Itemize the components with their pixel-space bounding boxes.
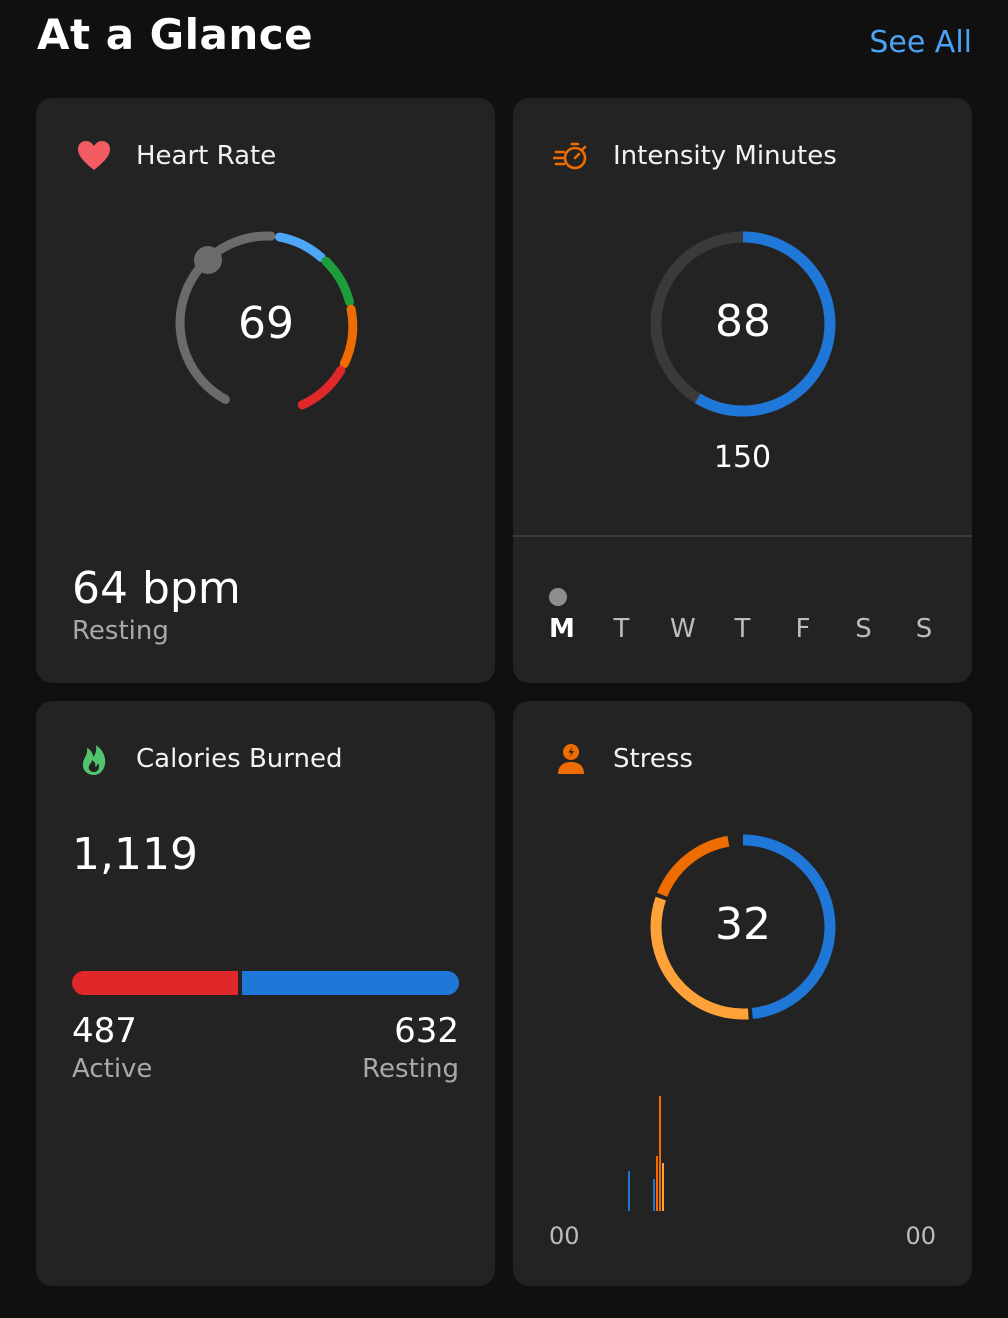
stress-axis-end-label: 00 (905, 1222, 936, 1250)
page-title: At a Glance (37, 10, 314, 59)
day-label-sun[interactable]: S (915, 614, 933, 644)
calories-card[interactable]: Calories Burned 1,119 487 Active 632 Res… (36, 701, 495, 1286)
heart-rate-card-header: Heart Rate (76, 136, 276, 176)
stress-timeline-bar (628, 1171, 630, 1211)
stress-card-header: Stress (553, 739, 693, 779)
calories-split-bar (72, 971, 459, 995)
stress-value: 32 (715, 899, 771, 950)
active-calories-value: 487 (72, 1011, 137, 1051)
resting-calories-label: Resting (362, 1054, 459, 1084)
stopwatch-icon (553, 138, 589, 174)
intensity-minutes-card-header: Intensity Minutes (553, 136, 837, 176)
heart-icon (76, 138, 112, 174)
flame-icon (76, 741, 112, 777)
day-label-tue[interactable]: T (613, 614, 630, 644)
stress-ring-segment-rest (650, 834, 836, 1020)
stress-timeline-chart (549, 1091, 936, 1216)
heart-rate-marker (194, 246, 222, 274)
day-label-wed[interactable]: W (670, 614, 696, 644)
intensity-week: M T W T F S S (513, 538, 972, 678)
intensity-goal-value: 150 (713, 440, 772, 475)
heart-rate-current-value: 69 (238, 298, 294, 349)
day-label-mon[interactable]: M (549, 614, 575, 644)
calories-card-header: Calories Burned (76, 739, 342, 779)
resting-calories-bar (242, 971, 459, 995)
resting-heart-rate-label: Resting (72, 616, 169, 646)
resting-calories-value: 632 (394, 1011, 459, 1051)
intensity-minutes-card[interactable]: Intensity Minutes 88 150 M T W T F S S (513, 98, 972, 683)
day-label-thu[interactable]: T (734, 614, 751, 644)
weekday-labels: M T W T F S S (549, 614, 936, 644)
active-calories-label: Active (72, 1054, 153, 1084)
intensity-minutes-title: Intensity Minutes (613, 141, 837, 171)
intensity-minutes-value: 88 (715, 296, 771, 347)
resting-heart-rate-value: 64 bpm (72, 563, 241, 614)
heart-rate-gauge: 69 (166, 226, 366, 426)
heart-rate-title: Heart Rate (136, 141, 277, 171)
stress-card[interactable]: Stress 32 00 00 (513, 701, 972, 1286)
stress-timeline-bar (659, 1096, 661, 1211)
intensity-divider (513, 535, 972, 537)
stress-timeline-bar (662, 1163, 664, 1211)
day-label-fri[interactable]: F (795, 614, 811, 644)
stress-person-icon (553, 741, 589, 777)
stress-timeline-bar (656, 1156, 658, 1211)
heart-rate-card[interactable]: Heart Rate 69 64 bpm Resting (36, 98, 495, 683)
intensity-progress-ring: 88 (643, 226, 843, 426)
calories-total: 1,119 (72, 829, 198, 880)
today-activity-dot (549, 588, 567, 606)
stress-axis-start-label: 00 (549, 1222, 580, 1250)
stress-title: Stress (613, 744, 693, 774)
calories-title: Calories Burned (136, 744, 343, 774)
active-calories-bar (72, 971, 238, 995)
stress-ring-segment-low (650, 834, 836, 1020)
stress-timeline-bar (653, 1179, 655, 1211)
stress-ring: 32 (643, 829, 843, 1029)
day-label-sat[interactable]: S (855, 614, 872, 644)
see-all-link[interactable]: See All (869, 25, 972, 60)
